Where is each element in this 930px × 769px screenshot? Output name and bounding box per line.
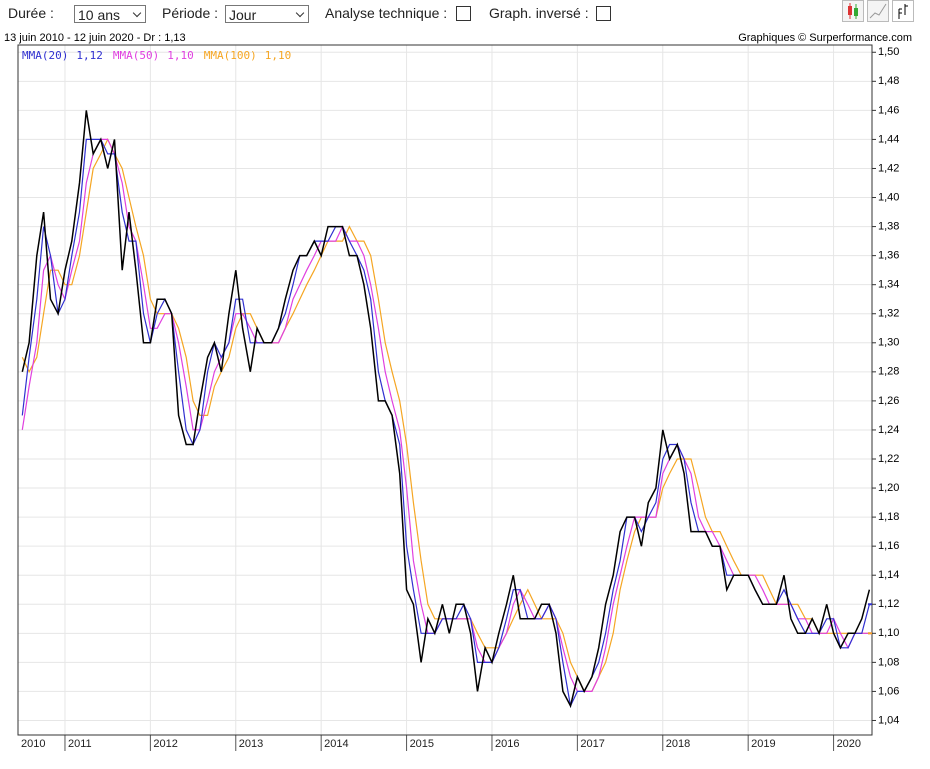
y-tick-label: 1,10 xyxy=(878,627,899,639)
legend-name: MMA(100) xyxy=(204,49,257,62)
x-tick-label: 2017 xyxy=(580,738,604,750)
legend-name: MMA(50) xyxy=(113,49,159,62)
legend-value: 1,12 xyxy=(76,49,103,62)
x-tick-label: 2019 xyxy=(751,738,775,750)
duration-label: Durée : xyxy=(8,5,54,21)
period-select[interactable]: Jour xyxy=(225,5,309,23)
y-tick-label: 1,22 xyxy=(878,453,899,465)
y-tick-label: 1,04 xyxy=(878,714,899,726)
y-tick-label: 1,06 xyxy=(878,685,899,697)
toolbar: Durée : 10 ans Période : Jour Analyse te… xyxy=(0,0,930,30)
y-tick-label: 1,36 xyxy=(878,250,899,262)
credit: Graphiques © Surperformance.com xyxy=(738,32,912,44)
plot-area xyxy=(18,45,872,735)
price-line xyxy=(21,110,871,709)
y-tick-label: 1,26 xyxy=(878,395,899,407)
legend-name: MMA(20) xyxy=(22,49,68,62)
plot-frame xyxy=(17,44,873,736)
period-label: Période : xyxy=(162,5,219,21)
technical-label: Analyse technique : xyxy=(325,5,448,21)
y-tick-label: 1,08 xyxy=(878,656,899,668)
x-tick-label: 2015 xyxy=(410,738,434,750)
inverted-checkbox[interactable] xyxy=(596,6,611,21)
line-button[interactable] xyxy=(867,0,889,22)
y-tick-label: 1,18 xyxy=(878,511,899,523)
y-tick-label: 1,44 xyxy=(878,133,899,145)
y-tick-label: 1,20 xyxy=(878,482,899,494)
legend-value: 1,10 xyxy=(265,49,292,62)
technical-checkbox[interactable] xyxy=(456,6,471,21)
y-tick-label: 1,28 xyxy=(878,366,899,378)
y-tick-label: 1,46 xyxy=(878,104,899,116)
x-tick-label: 2018 xyxy=(666,738,690,750)
x-tick-label: 2010 xyxy=(21,738,45,750)
duration-select[interactable]: 10 ans xyxy=(74,5,146,23)
y-tick-label: 1,38 xyxy=(878,220,899,232)
x-tick-label: 2012 xyxy=(153,738,177,750)
x-tick-label: 2013 xyxy=(239,738,263,750)
legend-value: 1,10 xyxy=(167,49,194,62)
bar-button[interactable] xyxy=(892,0,914,22)
subtitle: 13 juin 2010 - 12 juin 2020 - Dr : 1,13 xyxy=(4,32,186,44)
inverted-label: Graph. inversé : xyxy=(489,5,589,21)
y-tick-label: 1,30 xyxy=(878,337,899,349)
y-tick-label: 1,14 xyxy=(878,569,899,581)
candle-button[interactable] xyxy=(842,0,864,22)
y-tick-label: 1,40 xyxy=(878,191,899,203)
y-tick-label: 1,48 xyxy=(878,75,899,87)
y-tick-label: 1,24 xyxy=(878,424,899,436)
y-tick-label: 1,34 xyxy=(878,279,899,291)
y-tick-label: 1,42 xyxy=(878,162,899,174)
y-tick-label: 1,16 xyxy=(878,540,899,552)
x-tick-label: 2016 xyxy=(495,738,519,750)
y-tick-label: 1,50 xyxy=(878,46,899,58)
x-tick-label: 2014 xyxy=(324,738,348,750)
y-tick-label: 1,12 xyxy=(878,598,899,610)
x-tick-label: 2020 xyxy=(837,738,861,750)
x-tick-label: 2011 xyxy=(68,738,92,750)
y-tick-label: 1,32 xyxy=(878,308,899,320)
